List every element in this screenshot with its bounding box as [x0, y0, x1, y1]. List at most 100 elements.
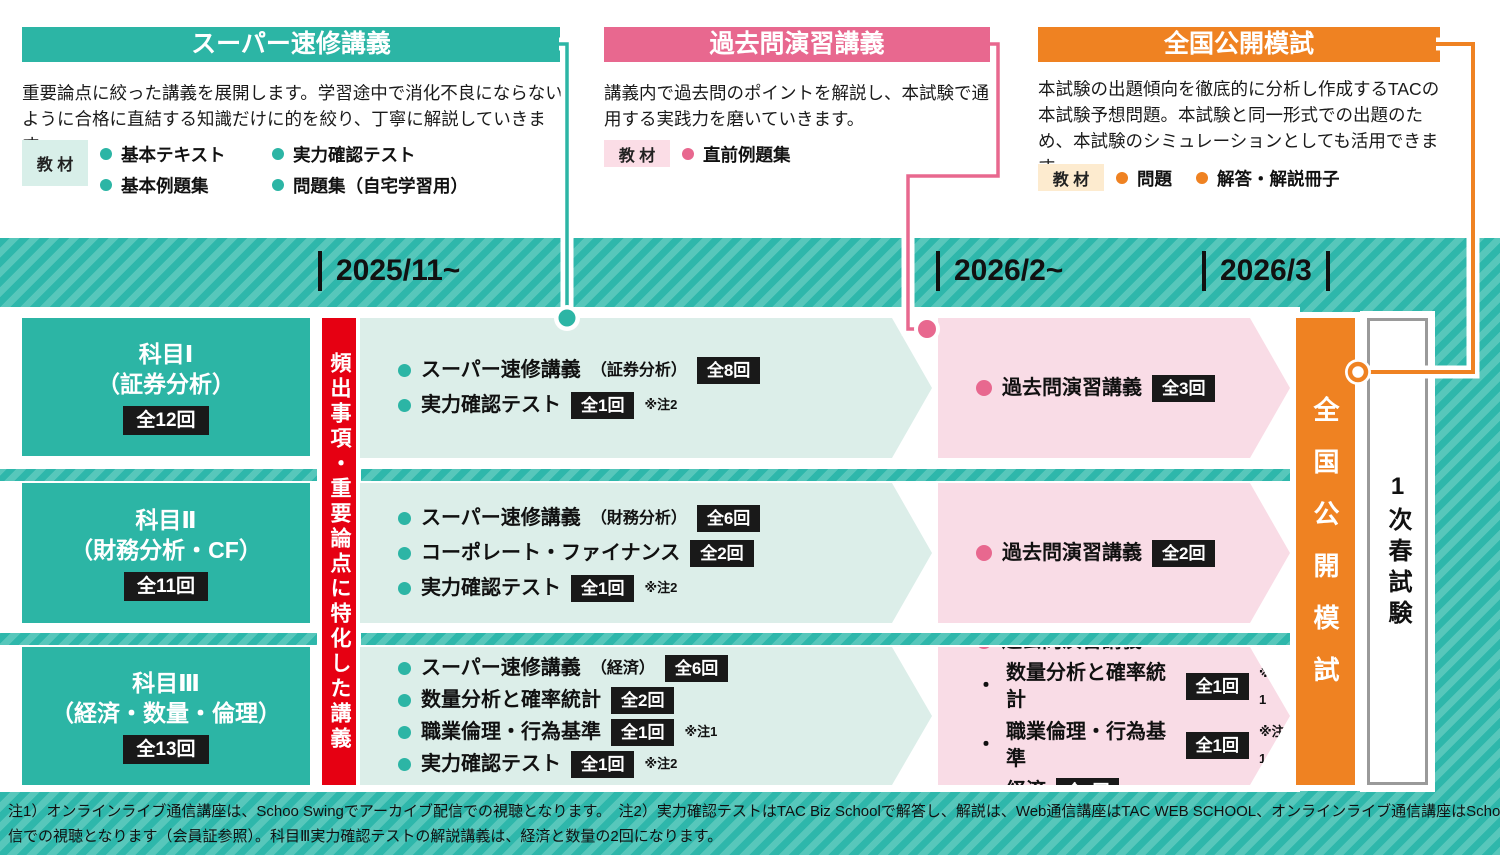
subject-box-3: 科目Ⅲ （経済・数量・倫理） 全13回 [22, 647, 310, 785]
subject-count-badge: 全12回 [123, 406, 209, 435]
lecture-arrow-1: スーパー速修講義 （証券分析） 全8回 実力確認テスト 全1回 ※注2 [360, 318, 932, 458]
footnote-line-2: 信での視聴となります（会員証参照）。科目Ⅲ実力確認テストの解説講義は、経済と数量… [8, 828, 723, 845]
subject-line2: （財務分析・CF） [70, 537, 262, 563]
panel-title-mock-exam: 全国公開模試 [1038, 27, 1440, 62]
practice-item-label: 過去問演習講義 [1002, 541, 1142, 564]
bullet-icon [976, 545, 992, 561]
material-label-super: 教 材 [22, 140, 88, 186]
subject-title: 科目Ⅱ （財務分析・CF） [70, 505, 262, 565]
material-item: 解答・解説冊子 [1196, 165, 1340, 191]
timeline-date: 2026/3 [1220, 254, 1312, 287]
timeline-tick [1202, 251, 1206, 291]
lecture-item: 実力確認テスト 全1回 ※注2 [398, 575, 932, 602]
lecture-item: スーパー速修講義 （財務分析） 全6回 [398, 505, 932, 532]
timeline-tick [936, 251, 940, 291]
footnotes: 注1）オンラインライブ通信講座は、Schoo Swingでアーカイブ配信での視聴… [8, 799, 1500, 849]
dot-bullet-icon [976, 673, 996, 700]
material-item: 直前例題集 [682, 141, 791, 167]
bullet-icon [272, 148, 284, 160]
panel-title-super-lecture: スーパー速修講義 [22, 27, 560, 62]
lecture-item-label: スーパー速修講義 [421, 359, 581, 381]
lecture-item-sublabel: （財務分析） [590, 509, 687, 527]
timeline-label-2026-3: 2026/3 [1202, 251, 1330, 291]
lecture-item-label: スーパー速修講義 [421, 506, 581, 529]
material-item: 問題集（自宅学習用） [272, 172, 468, 198]
bullet-icon [100, 148, 112, 160]
count-badge: 全1回 [571, 392, 634, 419]
lecture-arrow-2: スーパー速修講義 （財務分析） 全6回 コーポレート・ファイナンス 全2回 実力… [360, 483, 932, 623]
mock-exam-band-text: 全国公開模試 [1310, 395, 1340, 708]
material-item-label: 基本例題集 [121, 175, 209, 196]
practice-item-label: 過去問演習講義 [1002, 376, 1142, 399]
practice-subitem: 数量分析と確率統計 全1回 ※注1 [976, 660, 1290, 714]
lecture-item: 実力確認テスト 全1回 ※注2 [398, 392, 932, 419]
lecture-item: スーパー速修講義 （経済） 全6回 [398, 655, 932, 682]
lecture-item: 数量分析と確率統計 全2回 [398, 687, 932, 714]
first-spring-exam-column: 1次春試験 [1367, 318, 1428, 785]
lecture-item-sublabel: （証券分析） [590, 362, 687, 379]
practice-item: 過去問演習講義 全2回 [976, 540, 1290, 567]
subject-box-2: 科目Ⅱ （財務分析・CF） 全11回 [22, 483, 310, 623]
subject-title: 科目Ⅲ （経済・数量・倫理） [51, 668, 281, 728]
timeline-date: 2026/2~ [954, 254, 1064, 287]
bullet-icon [398, 399, 411, 412]
count-badge: 全2回 [611, 687, 674, 714]
bullet-icon [398, 726, 411, 739]
bullet-icon [398, 364, 411, 377]
footnote-ref: ※注1 [1259, 723, 1285, 766]
count-badge: 全1回 [571, 575, 634, 602]
practice-arrow-1: 過去問演習講義 全3回 [938, 318, 1290, 458]
lecture-item-sublabel: （経済） [590, 659, 655, 677]
footnote-line-1: 注1）オンラインライブ通信講座は、Schoo Swingでアーカイブ配信での視聴… [8, 803, 1500, 820]
material-list-past-exam: 直前例題集 [682, 141, 791, 167]
lecture-arrow-3: スーパー速修講義 （経済） 全6回 数量分析と確率統計 全2回 職業倫理・行為基… [360, 647, 932, 785]
lecture-item-label: 実力確認テスト [421, 752, 561, 775]
lecture-item: スーパー速修講義 （証券分析） 全8回 [398, 357, 932, 384]
material-item-label: 解答・解説冊子 [1217, 168, 1340, 189]
subject-line1: 科目Ⅱ [135, 507, 197, 533]
material-list-super-col2: 実力確認テスト 問題集（自宅学習用） [272, 141, 468, 198]
lecture-item-label: 数量分析と確率統計 [421, 688, 601, 711]
bullet-icon [1196, 172, 1208, 184]
count-badge: 全2回 [690, 540, 753, 567]
mock-exam-band: 全国公開模試 [1296, 318, 1355, 785]
footnote-ref: ※注2 [644, 755, 678, 771]
subject-box-1: 科目Ⅰ （証券分析） 全12回 [22, 318, 310, 456]
lecture-item-label: 職業倫理・行為基準 [421, 720, 601, 743]
material-item-label: 実力確認テスト [293, 144, 416, 165]
focus-lecture-banner-text: 頻出事項・重要論点に特化した講義 [328, 351, 351, 752]
practice-subitem: 職業倫理・行為基準 全1回 ※注1 [976, 719, 1290, 773]
lecture-item-label: 実力確認テスト [421, 576, 561, 599]
bullet-icon [398, 662, 411, 675]
material-item: 基本例題集 [100, 172, 225, 198]
bullet-icon [100, 179, 112, 191]
count-badge: 全1回 [611, 719, 674, 746]
subject-line1: 科目Ⅰ [138, 341, 194, 367]
panel-desc-super-lecture: 重要論点に絞った講義を展開します。学習途中で消化不良にならないように合格に直結す… [22, 83, 563, 155]
lecture-item-label: スーパー速修講義 [421, 656, 581, 679]
footnote-ref: ※注2 [644, 579, 678, 595]
practice-item-label: 数量分析と確率統計 [1006, 661, 1166, 711]
bullet-icon [1116, 172, 1128, 184]
lecture-item: 職業倫理・行為基準 全1回 ※注1 [398, 719, 932, 746]
material-item-label: 問題集（自宅学習用） [293, 175, 468, 196]
material-list-mock-exam: 問題 解答・解説冊子 [1116, 165, 1340, 191]
practice-item: 過去問演習講義 全3回 [976, 375, 1290, 402]
dot-bullet-icon [976, 732, 996, 759]
count-badge: 全1回 [571, 751, 634, 778]
footnote-ref: ※注2 [644, 397, 678, 412]
focus-lecture-banner: 頻出事項・重要論点に特化した講義 [322, 318, 356, 785]
lecture-item: 実力確認テスト 全1回 ※注2 [398, 751, 932, 778]
count-badge: 全6回 [697, 505, 760, 532]
practice-arrow-3: 過去問演習講義 数量分析と確率統計 全1回 ※注1 職業倫理・行為基準 全1回 … [938, 647, 1290, 785]
material-label-mock-exam: 教 材 [1038, 164, 1104, 191]
panel-title-past-exam: 過去問演習講義 [604, 27, 990, 62]
timeline-label-2025-11: 2025/11~ [318, 251, 460, 291]
material-item: 実力確認テスト [272, 141, 468, 167]
bullet-icon [398, 694, 411, 707]
panel-desc-mock-exam: 本試験の出題傾向を徹底的に分析し作成するTACの本試験予想問題。本試験と同一形式… [1038, 79, 1440, 177]
count-badge: 全3回 [1152, 375, 1215, 402]
count-badge: 全8回 [697, 357, 760, 384]
subject-line2: （証券分析） [97, 371, 235, 397]
footnote-ref: ※注1 [684, 723, 718, 739]
